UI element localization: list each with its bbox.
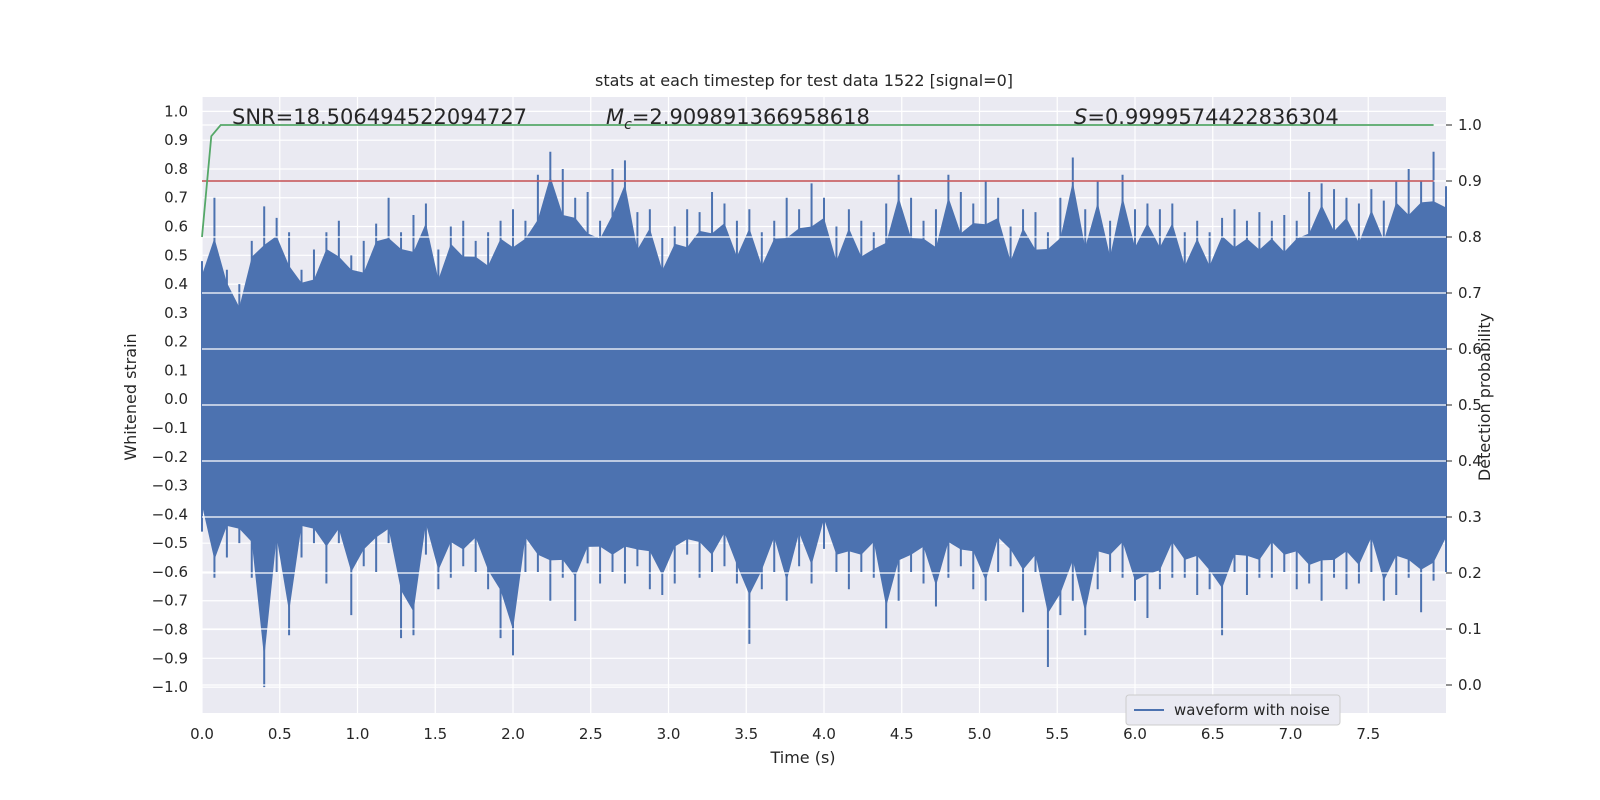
y-tick-label: −0.8 bbox=[152, 621, 188, 639]
y-tick-label: −0.2 bbox=[152, 448, 188, 466]
legend-box bbox=[1125, 694, 1341, 726]
x-tick-label: 5.5 bbox=[1045, 725, 1069, 743]
x-tick-label: 3.5 bbox=[734, 725, 758, 743]
y2-tick-labels: 1.0 0.9 0.8 0.7 0.6 0.5 0.4 0.3 0.2 0.1 0.0 bbox=[1446, 116, 1482, 694]
y-tick-label: −0.1 bbox=[152, 419, 188, 437]
y2-tick-label: 0.7 bbox=[1458, 284, 1482, 302]
y2-tick-label: 0.8 bbox=[1458, 228, 1482, 246]
y-tick-label: −0.4 bbox=[152, 505, 188, 523]
y-tick-label: 0.6 bbox=[164, 218, 188, 236]
x-axis-label: Time (s) bbox=[769, 748, 835, 767]
x-tick-labels: 0.0 0.5 1.0 1.5 2.0 2.5 3.0 3.5 4.0 4.5 5.0 5.5 6.0 6… bbox=[190, 725, 1380, 743]
chirp-mass-value: =2.909891366958618 bbox=[632, 105, 870, 129]
y2-tick-label: 0.1 bbox=[1458, 620, 1482, 638]
waveform-spikes bbox=[201, 151, 1447, 688]
chirp-mass-symbol: M bbox=[606, 105, 624, 129]
y-tick-label: −0.6 bbox=[152, 563, 188, 581]
legend-label: waveform with noise bbox=[1174, 701, 1330, 719]
y2-axis-label: Detection probability bbox=[1475, 313, 1494, 481]
y2-tick-label: 0.6 bbox=[1458, 340, 1482, 358]
y-tick-label: 0.7 bbox=[164, 189, 188, 207]
s-annotation: S=0.9999574422836304 bbox=[1074, 105, 1339, 129]
y-tick-label: −0.9 bbox=[152, 649, 188, 667]
chirp-mass-annotation: Mc=2.909891366958618 bbox=[606, 105, 870, 133]
x-tick-label: 5.0 bbox=[968, 725, 992, 743]
y-tick-label: 0.5 bbox=[164, 246, 188, 264]
y-tick-label: 0.8 bbox=[164, 160, 188, 178]
y-tick-label: 0.2 bbox=[164, 333, 188, 351]
y-tick-label: −0.3 bbox=[152, 477, 188, 495]
snr-annotation: SNR=18.506494522094727 bbox=[232, 105, 527, 129]
y-tick-label: 0.0 bbox=[164, 390, 188, 408]
y2-tick-label: 0.4 bbox=[1458, 452, 1482, 470]
y-tick-label: −0.7 bbox=[152, 592, 188, 610]
x-tick-label: 2.0 bbox=[501, 725, 525, 743]
x-tick-label: 7.0 bbox=[1279, 725, 1303, 743]
y-tick-label: 0.4 bbox=[164, 275, 188, 293]
x-tick-label: 7.5 bbox=[1356, 725, 1380, 743]
x-tick-label: 0.5 bbox=[268, 725, 292, 743]
y-axis-label: Whitened strain bbox=[121, 333, 140, 460]
chirp-mass-subscript: c bbox=[624, 117, 632, 133]
x-tick-label: 6.0 bbox=[1123, 725, 1147, 743]
y2-tick-label: 0.3 bbox=[1458, 508, 1482, 526]
detection-probability-line bbox=[201, 124, 1434, 238]
y2-tick-label: 0.0 bbox=[1458, 676, 1482, 694]
x-tick-label: 1.5 bbox=[423, 725, 447, 743]
y-tick-label: 1.0 bbox=[164, 102, 188, 120]
s-value: =0.9999574422836304 bbox=[1087, 105, 1338, 129]
y-tick-label: 0.9 bbox=[164, 131, 188, 149]
y-tick-label: −1.0 bbox=[152, 678, 188, 696]
x-tick-label: 4.5 bbox=[890, 725, 914, 743]
chart-title: stats at each timestep for test data 152… bbox=[595, 71, 1013, 90]
y-tick-labels: 1.0 0.9 0.8 0.7 0.6 0.5 0.4 0.3 0.2 0.1 0.0 −0.1 −0.… bbox=[152, 102, 188, 696]
x-tick-label: 1.0 bbox=[346, 725, 370, 743]
y-tick-label: −0.5 bbox=[152, 534, 188, 552]
x-tick-label: 2.5 bbox=[579, 725, 603, 743]
y2-tick-label: 0.9 bbox=[1458, 172, 1482, 190]
y-tick-label: 0.1 bbox=[164, 361, 188, 379]
x-tick-label: 3.0 bbox=[657, 725, 681, 743]
x-tick-label: 0.0 bbox=[190, 725, 214, 743]
s-symbol: S bbox=[1074, 105, 1087, 129]
legend: waveform with noise bbox=[1125, 694, 1341, 726]
y-tick-label: 0.3 bbox=[164, 304, 188, 322]
x-tick-label: 4.0 bbox=[812, 725, 836, 743]
y2-tick-label: 0.2 bbox=[1458, 564, 1482, 582]
y2-tick-label: 0.5 bbox=[1458, 396, 1482, 414]
x-tick-label: 6.5 bbox=[1201, 725, 1225, 743]
y2-tick-label: 1.0 bbox=[1458, 116, 1482, 134]
